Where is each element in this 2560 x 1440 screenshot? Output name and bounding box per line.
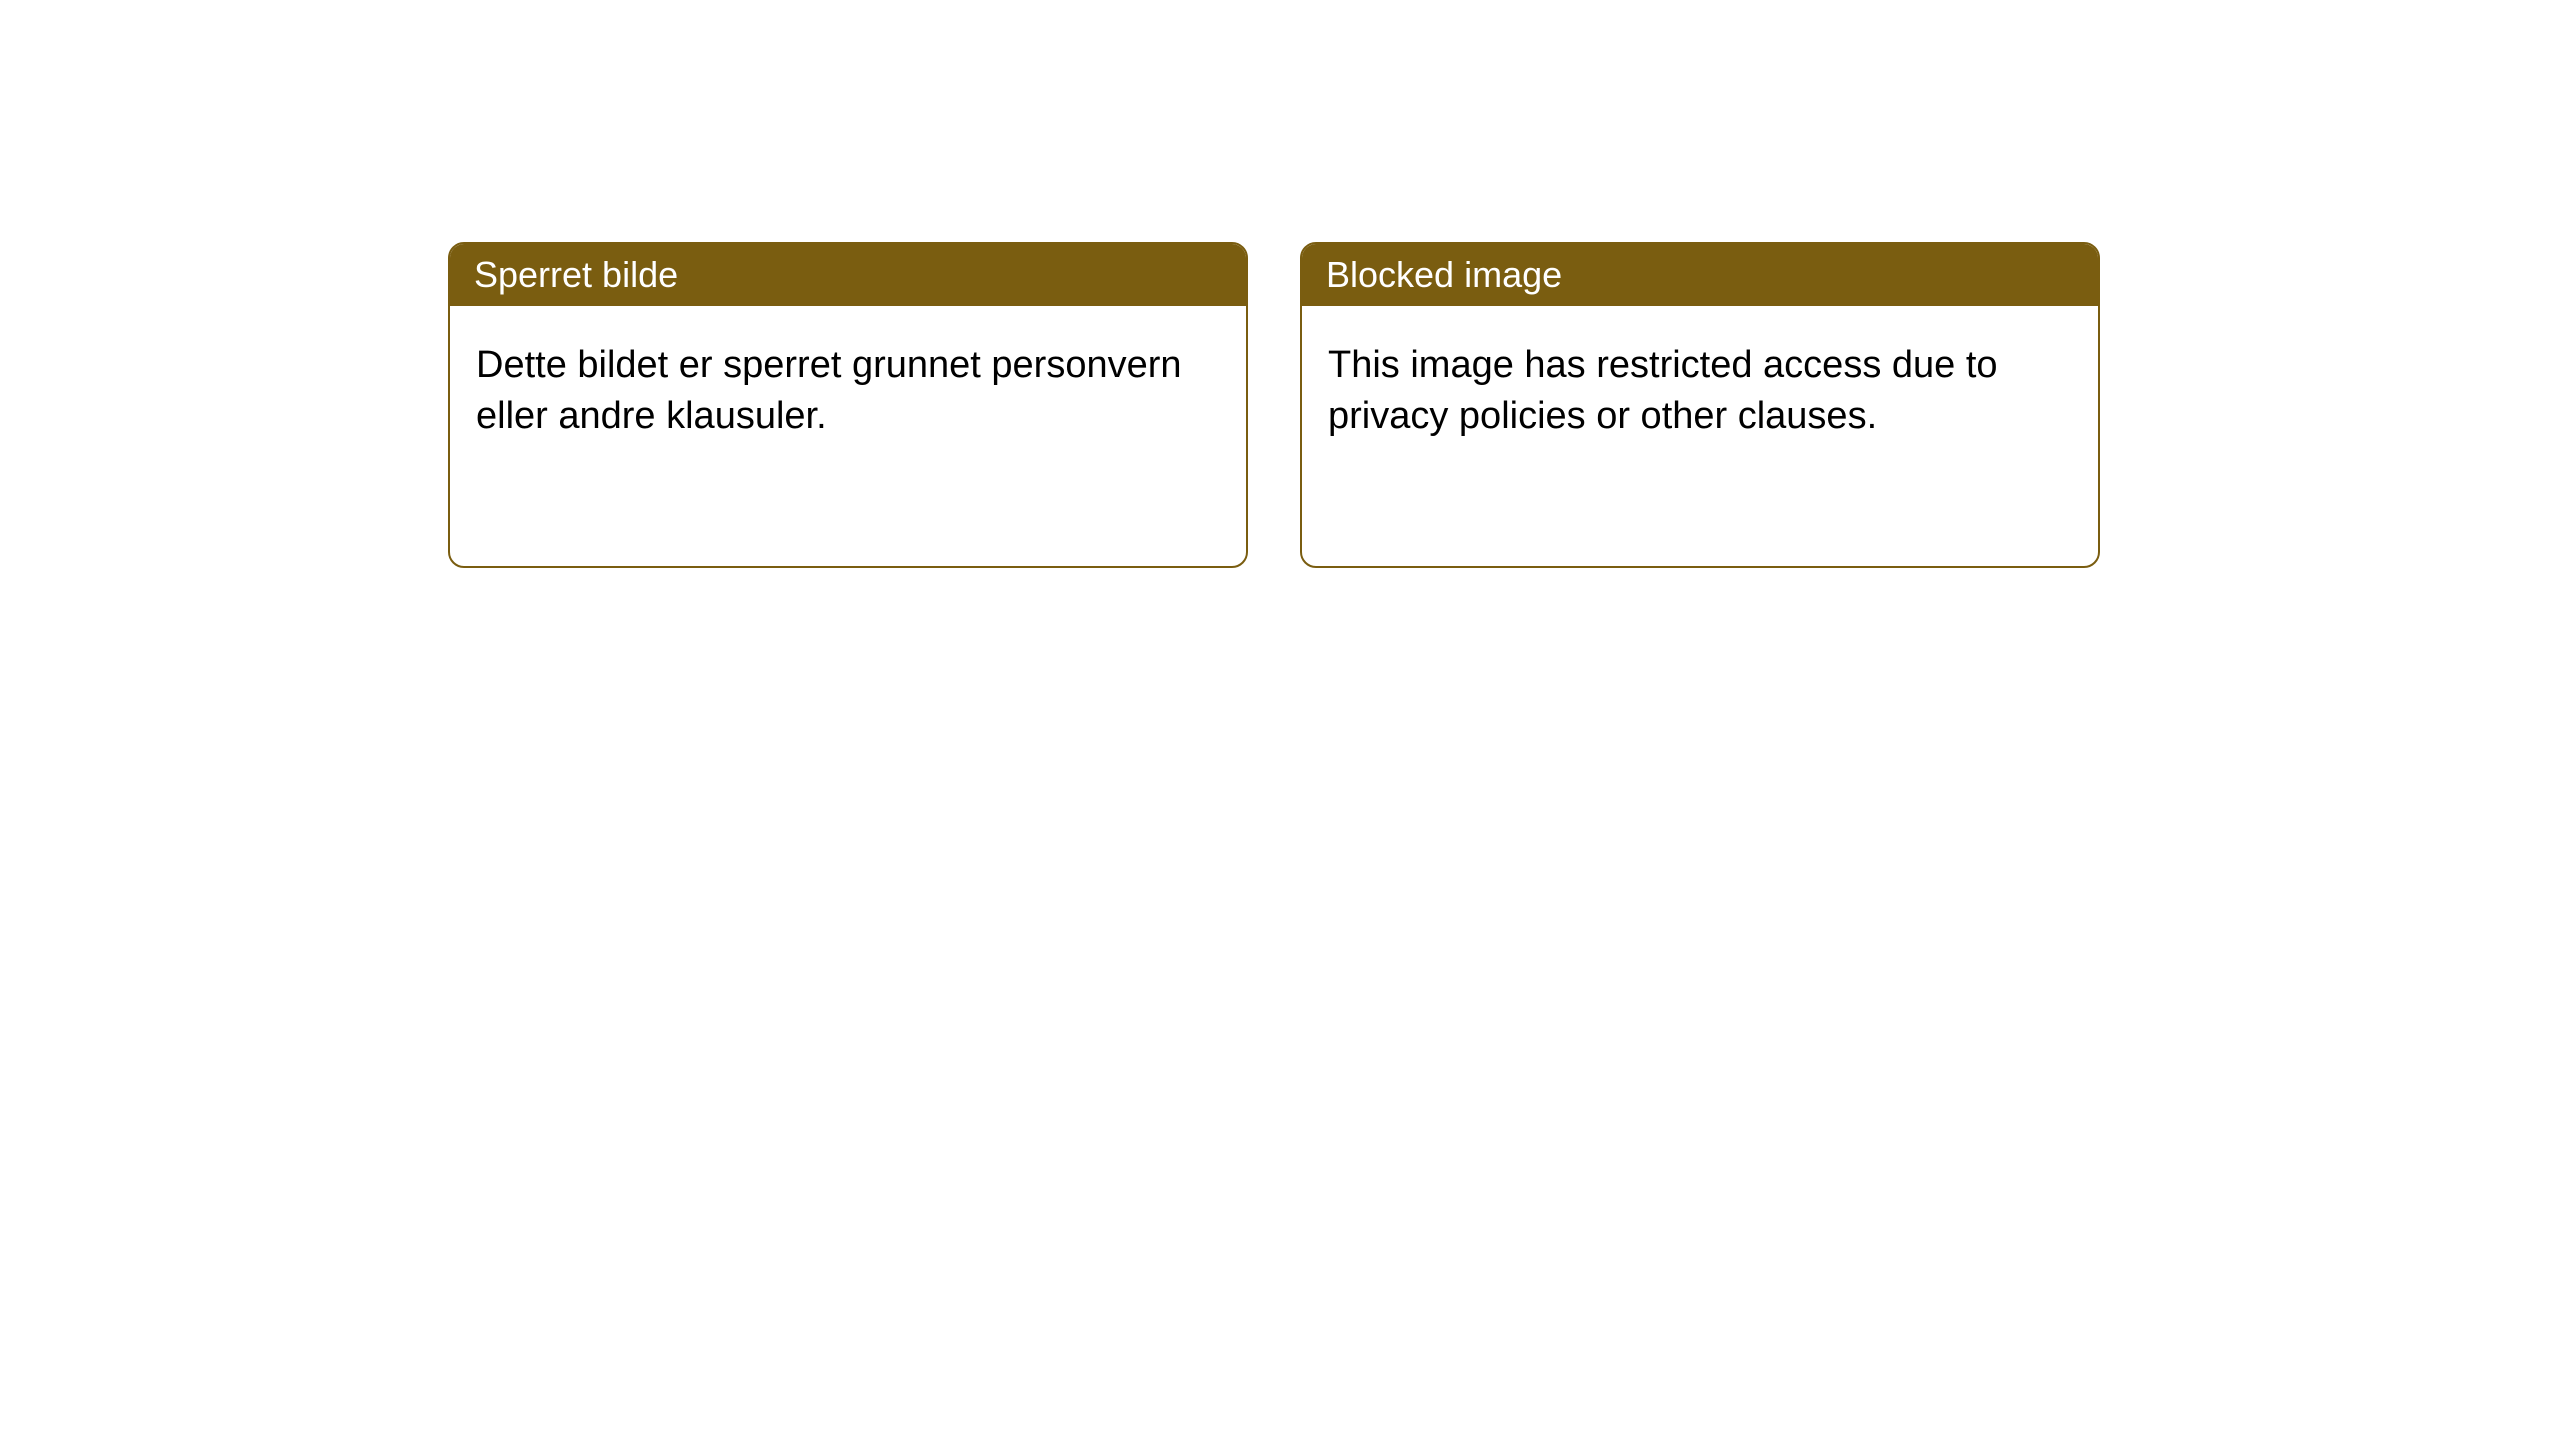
notice-card-english: Blocked image This image has restricted … [1300, 242, 2100, 568]
notice-header: Blocked image [1302, 244, 2098, 306]
notice-container: Sperret bilde Dette bildet er sperret gr… [0, 0, 2560, 568]
notice-body: This image has restricted access due to … [1302, 306, 2098, 566]
notice-title: Sperret bilde [474, 254, 678, 295]
notice-header: Sperret bilde [450, 244, 1246, 306]
notice-text: Dette bildet er sperret grunnet personve… [476, 344, 1182, 437]
notice-card-norwegian: Sperret bilde Dette bildet er sperret gr… [448, 242, 1248, 568]
notice-body: Dette bildet er sperret grunnet personve… [450, 306, 1246, 566]
notice-text: This image has restricted access due to … [1328, 344, 1998, 437]
notice-title: Blocked image [1326, 254, 1562, 295]
